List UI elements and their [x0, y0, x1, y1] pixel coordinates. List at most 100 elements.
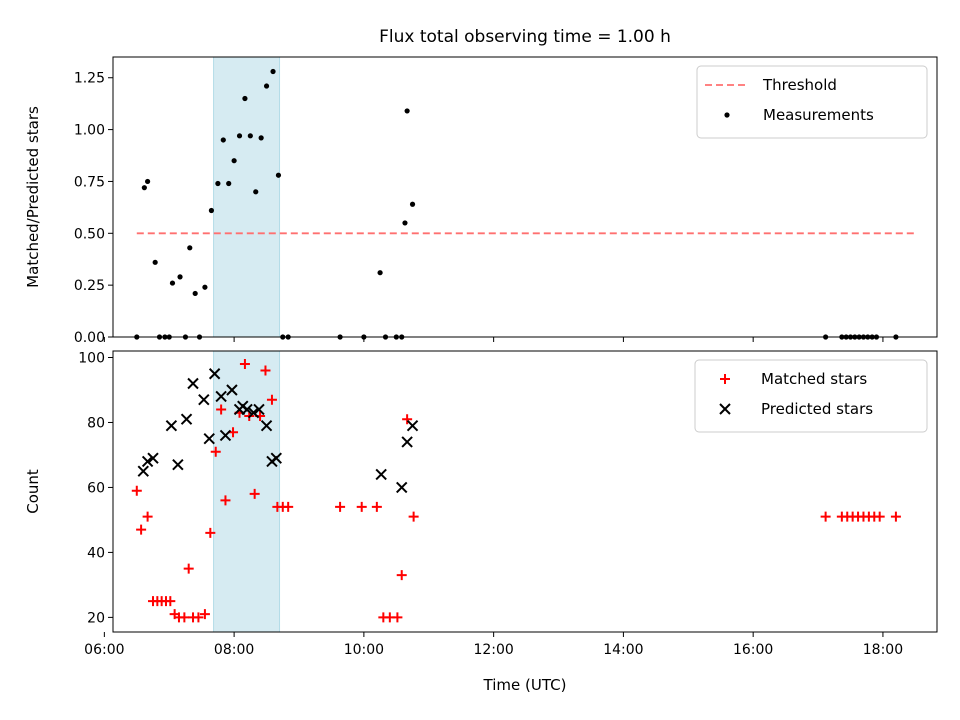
matched-star-point — [890, 511, 901, 522]
y-tick-label: 0.00 — [74, 330, 105, 346]
measurement-point — [402, 220, 408, 226]
predicted-star-point — [260, 420, 273, 432]
predicted-star-point — [141, 455, 154, 468]
top-panel: 0.00 0.25 0.50 0.75 1.00 1.25 Matched/Predicte… — [24, 56, 938, 346]
matched-star-point — [216, 404, 227, 415]
measurement-point — [258, 135, 264, 141]
matched-star-point — [249, 488, 260, 499]
measurement-point — [242, 95, 248, 102]
predicted-star-point — [172, 458, 184, 471]
predicted-star-point — [270, 452, 282, 464]
matched-star-point — [220, 495, 231, 506]
matched-star-point — [239, 358, 250, 369]
axes-frame — [112, 56, 938, 338]
y-tick-label: 60 — [87, 480, 105, 496]
legend: Threshold Measurements — [696, 65, 928, 139]
x-tick-label: 12:00 — [473, 642, 513, 658]
measurement-point — [270, 68, 276, 75]
measurement-point — [202, 284, 208, 290]
matched-star-point — [820, 511, 831, 522]
matched-star-point — [131, 485, 142, 496]
axes-frame — [112, 350, 938, 633]
measurement-point — [169, 280, 176, 286]
measurement-point — [192, 290, 198, 297]
x-tick-label: 10:00 — [344, 642, 384, 658]
legend-box — [694, 359, 928, 433]
matched-star-point — [874, 511, 885, 522]
matched-star-point — [283, 501, 294, 512]
measurement-point — [275, 172, 282, 178]
legend-label: Threshold — [762, 76, 837, 94]
matched-star-point — [199, 609, 210, 620]
x-axis-label: Time (UTC) — [483, 676, 567, 694]
y-tick-label: 1.25 — [74, 71, 105, 87]
matched-star-point — [260, 365, 271, 376]
legend-marker — [724, 112, 730, 118]
predicted-star-point — [165, 420, 178, 432]
matched-star-point — [266, 394, 277, 405]
measurement-point — [141, 185, 147, 191]
matched-star-point — [356, 501, 367, 512]
predicted-star-point — [147, 452, 159, 464]
measurement-point — [247, 133, 253, 139]
predicted-star-point — [253, 403, 265, 416]
predicted-star-point — [375, 468, 387, 481]
predicted-star-point — [203, 433, 215, 445]
legend-label: Matched stars — [761, 370, 867, 388]
predicted-star-point — [198, 394, 210, 406]
measurement-point — [177, 274, 183, 280]
matched-star-point — [179, 612, 190, 623]
bottom-panel: 06:00 08:00 10:00 12:00 14:00 16:00 18:00 20 40 6… — [24, 350, 938, 658]
x-tick-label: 16:00 — [733, 642, 773, 658]
predicted-star-point — [187, 377, 199, 390]
measurement-point — [404, 108, 410, 114]
predicted-star-point — [208, 368, 221, 380]
matched-star-point — [408, 511, 419, 522]
y-tick-label: 100 — [78, 350, 105, 366]
predicted-star-point — [401, 436, 413, 448]
predicted-star-point — [180, 413, 193, 425]
measurement-point — [377, 270, 383, 276]
matched-star-point — [392, 612, 403, 623]
legend-label: Predicted stars — [761, 400, 873, 418]
legend-box — [696, 65, 928, 139]
matched-star-point — [210, 446, 221, 457]
y-tick-label: 0.50 — [74, 226, 105, 242]
y-axis-label: Matched/Predicted stars — [24, 106, 42, 288]
matched-star-point — [402, 414, 413, 425]
legend-marker — [719, 403, 731, 415]
predicted-star-point — [396, 481, 408, 494]
measurement-point — [152, 259, 158, 265]
measurement-point — [220, 137, 226, 143]
highlight-span — [213, 350, 281, 633]
matched-star-point — [183, 563, 194, 574]
matched-star-point — [165, 596, 176, 607]
y-tick-label: 0.75 — [74, 174, 105, 190]
measurement-point — [215, 180, 221, 187]
predicted-star-point — [241, 403, 253, 416]
legend: Matched stars Predicted stars — [694, 359, 928, 433]
matched-star-point — [142, 511, 153, 522]
matched-star-point — [396, 570, 407, 581]
matched-star-point — [205, 527, 216, 538]
figure-title: Flux total observing time = 1.00 h — [379, 27, 671, 47]
highlight-span — [213, 56, 281, 338]
measurement-point — [208, 207, 215, 214]
y-tick-label: 40 — [87, 545, 105, 561]
predicted-star-point — [219, 429, 232, 442]
matched-star-point — [136, 524, 147, 535]
measurement-point — [409, 201, 416, 207]
measurement-point — [187, 245, 193, 251]
legend-label: Measurements — [763, 106, 874, 124]
y-tick-label: 1.00 — [74, 123, 105, 139]
measurement-point — [231, 158, 237, 164]
measurement-point — [263, 83, 270, 89]
measurement-point — [145, 178, 151, 185]
predicted-star-point — [226, 384, 238, 396]
measurement-point — [253, 189, 259, 195]
predicted-star-point — [406, 420, 419, 432]
matched-star-point — [193, 612, 204, 623]
matched-star-point — [371, 501, 382, 512]
measurement-point — [236, 133, 243, 139]
